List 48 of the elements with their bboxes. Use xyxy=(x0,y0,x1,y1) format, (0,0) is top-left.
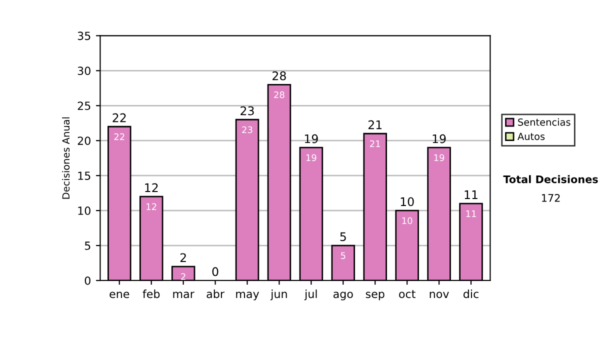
legend-label: Sentencias xyxy=(518,118,570,126)
y-tick-label: 25 xyxy=(78,102,90,110)
data-label: 10 xyxy=(402,217,412,224)
x-tick-label: abr xyxy=(206,290,224,298)
x-tick-label: mar xyxy=(173,292,194,298)
data-label: 11 xyxy=(466,210,476,217)
total-label: 28 xyxy=(272,71,286,80)
x-tick-label: feb xyxy=(142,290,160,298)
total-label: 22 xyxy=(112,113,126,122)
total-label: 23 xyxy=(240,106,254,116)
x-tick-label: may xyxy=(236,292,260,300)
x-tick-label: oct xyxy=(399,290,416,298)
text: 172 xyxy=(542,194,560,202)
y-tick-label: 0 xyxy=(84,276,90,285)
y-tick-label: 20 xyxy=(78,136,90,145)
data-label: 19 xyxy=(306,154,316,162)
x-tick-label: dic xyxy=(464,290,478,298)
y-tick-label: 10 xyxy=(78,206,90,215)
data-label: 19 xyxy=(434,154,444,162)
x-tick-label: nov xyxy=(430,292,449,298)
y-axis-title: Decisiones Anual xyxy=(62,117,70,199)
total-label: 12 xyxy=(145,183,158,192)
x-tick-label: ene xyxy=(110,292,130,298)
y-tick-label: 5 xyxy=(84,242,90,250)
data-label: 22 xyxy=(114,133,124,140)
total-label: 5 xyxy=(340,232,346,242)
total-label: 21 xyxy=(368,120,382,130)
total-label: 19 xyxy=(304,134,318,144)
y-tick-label: 30 xyxy=(78,66,90,76)
y-tick-label: 35 xyxy=(78,32,90,40)
x-tick-label: sep xyxy=(366,292,384,300)
data-label: 23 xyxy=(242,126,252,134)
total-label: 2 xyxy=(180,253,186,262)
data-label: 12 xyxy=(146,203,156,210)
data-label: 2 xyxy=(181,273,186,280)
total-label: 11 xyxy=(464,190,478,200)
text: Total Decisiones xyxy=(503,175,598,184)
total-label: 0 xyxy=(212,267,218,276)
data-label: 5 xyxy=(340,252,346,260)
x-tick-label: jul xyxy=(304,290,317,300)
legend-label: Autos xyxy=(518,132,545,140)
data-label: 28 xyxy=(274,91,284,98)
data-label: 21 xyxy=(370,140,380,148)
y-tick-label: 15 xyxy=(78,172,90,180)
total-label: 19 xyxy=(432,134,446,144)
x-tick-label: ago xyxy=(333,292,353,300)
x-tick-label: jun xyxy=(270,290,287,300)
total-label: 10 xyxy=(400,197,414,206)
